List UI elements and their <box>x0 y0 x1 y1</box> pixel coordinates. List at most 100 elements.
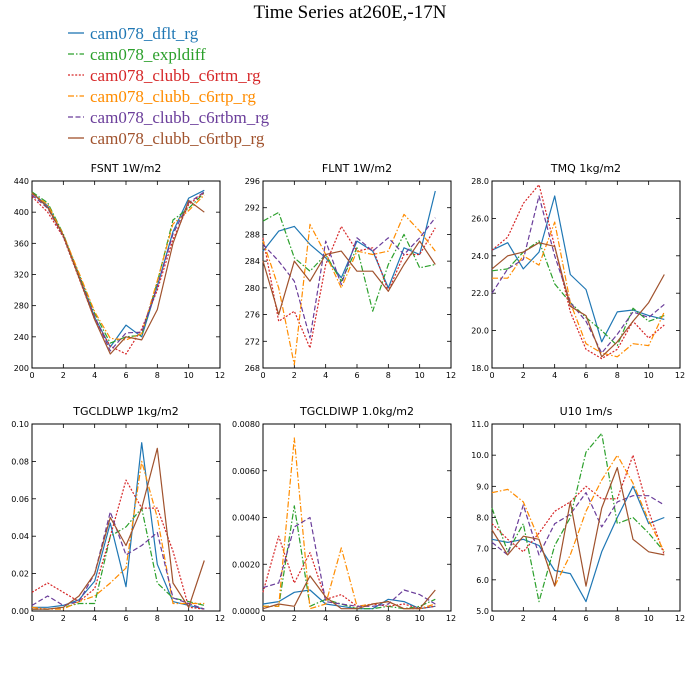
x-tick-label: 0 <box>260 614 265 623</box>
y-tick-label: 7.0 <box>476 545 489 554</box>
y-tick-label: 0.00 <box>11 607 29 616</box>
y-tick-label: 0.08 <box>11 457 29 466</box>
x-tick-label: 2 <box>292 371 297 380</box>
series-line-cam078_clubb_c6rtm_rg <box>262 535 436 610</box>
x-tick-label: 4 <box>92 371 97 380</box>
x-tick-label: 4 <box>92 614 97 623</box>
series-line-cam078_clubb_c6rtm_rg <box>262 225 436 349</box>
y-tick-label: 400 <box>14 208 29 217</box>
y-tick-label: 26.0 <box>471 214 489 223</box>
x-tick-label: 6 <box>123 371 128 380</box>
plot-frame <box>262 423 452 612</box>
series-line-cam078_clubb_c6rtm_rg <box>491 454 665 556</box>
legend-item: cam078_clubb_c6rtbm_rg <box>68 108 270 127</box>
y-tick-label: 240 <box>14 333 29 342</box>
x-tick-label: 8 <box>615 614 620 623</box>
series-line-cam078_clubb_c6rtp_rg <box>263 437 436 610</box>
x-tick-label: 12 <box>675 614 685 623</box>
y-tick-label: 0.0000 <box>232 607 260 616</box>
series-line-cam078_expldiff <box>32 507 205 610</box>
panel-title: TGCLDIWP 1.0kg/m2 <box>299 405 414 418</box>
y-tick-label: 0.04 <box>11 532 29 541</box>
x-tick-label: 12 <box>215 614 225 623</box>
legend-label: cam078_clubb_c6rtm_rg <box>90 66 261 85</box>
x-tick-label: 0 <box>489 371 494 380</box>
x-tick-label: 6 <box>583 614 588 623</box>
legend: cam078_dflt_rg cam078_expldiff cam078_cl… <box>68 24 270 148</box>
y-tick-label: 0.0060 <box>232 467 260 476</box>
legend-label: cam078_clubb_c6rtbp_rg <box>90 129 265 148</box>
y-tick-label: 276 <box>245 311 260 320</box>
legend-item: cam078_clubb_c6rtm_rg <box>68 66 261 85</box>
panel-title: FLNT 1W/m2 <box>322 162 392 175</box>
legend-label: cam078_dflt_rg <box>90 24 199 43</box>
y-tick-label: 5.0 <box>476 607 489 616</box>
x-tick-label: 12 <box>446 371 456 380</box>
x-tick-label: 6 <box>354 614 359 623</box>
panel-title: TMQ 1kg/m2 <box>550 162 621 175</box>
y-tick-label: 0.02 <box>11 570 29 579</box>
panel-title: U10 1m/s <box>560 405 613 418</box>
chart-panel: FLNT 1W/m2 0 2 4 6 8 10 12 268 272 276 280 284 288 292… <box>245 162 456 380</box>
x-tick-label: 0 <box>29 371 34 380</box>
y-tick-label: 200 <box>14 364 29 373</box>
y-tick-label: 320 <box>14 271 29 280</box>
series-line-cam078_clubb_c6rtp_rg <box>492 221 665 358</box>
legend-item: cam078_clubb_c6rtp_rg <box>68 87 256 106</box>
y-tick-label: 9.0 <box>476 482 489 491</box>
series-line-cam078_clubb_c6rtbm_rg <box>491 492 665 556</box>
y-tick-label: 0.0020 <box>232 560 260 569</box>
x-tick-label: 2 <box>61 371 66 380</box>
x-tick-label: 10 <box>184 371 194 380</box>
x-tick-label: 8 <box>155 371 160 380</box>
series-line-cam078_expldiff <box>31 191 205 344</box>
series-line-cam078_clubb_c6rtbp_rg <box>491 242 665 358</box>
x-tick-label: 4 <box>552 371 557 380</box>
x-tick-label: 0 <box>489 614 494 623</box>
series-line-cam078_clubb_c6rtm_rg <box>491 184 665 360</box>
series-line-cam078_dflt_rg <box>32 442 205 610</box>
series-line-cam078_clubb_c6rtbm_rg <box>262 516 436 607</box>
series-line-cam078_clubb_c6rtm_rg <box>31 479 205 610</box>
series-line-cam078_clubb_c6rtm_rg <box>31 192 205 355</box>
y-tick-label: 11.0 <box>471 420 489 429</box>
y-tick-label: 18.0 <box>471 364 489 373</box>
x-tick-label: 8 <box>386 614 391 623</box>
y-tick-label: 284 <box>245 257 260 266</box>
x-tick-label: 2 <box>521 614 526 623</box>
series-line-cam078_clubb_c6rtbm_rg <box>262 217 436 339</box>
x-tick-label: 10 <box>184 614 194 623</box>
y-tick-label: 296 <box>245 177 260 186</box>
y-tick-label: 8.0 <box>476 514 489 523</box>
x-tick-label: 8 <box>615 371 620 380</box>
series-line-cam078_clubb_c6rtbp_rg <box>491 467 665 587</box>
panels: FSNT 1W/m20 2 4 6 8 10 12200240280320360400440… <box>11 162 685 623</box>
chart-panel: FSNT 1W/m2 0 2 4 6 8 10 12 200 240 280 320 360 400 440 <box>14 162 225 380</box>
x-tick-label: 10 <box>415 614 425 623</box>
series-line-cam078_clubb_c6rtbm_rg <box>491 195 665 354</box>
series-line-cam078_clubb_c6rtp_rg <box>31 193 205 341</box>
chart-panel: TGCLDLWP 1kg/m2 0 2 4 6 8 10 12 0.00 0.02 0.04 0.06… <box>11 405 225 623</box>
x-tick-label: 4 <box>552 614 557 623</box>
chart-panel: TMQ 1kg/m2 0 2 4 6 8 10 12 18.0 20.0 22.0 24.0 26.0 2… <box>471 162 685 380</box>
y-tick-label: 280 <box>14 302 29 311</box>
series-line-cam078_dflt_rg <box>262 589 436 610</box>
x-tick-label: 6 <box>583 371 588 380</box>
x-tick-label: 2 <box>292 614 297 623</box>
x-tick-label: 6 <box>354 371 359 380</box>
chart-panel: U10 1m/s 0 2 4 6 8 10 12 5.0 6.0 7.0 8.0 9.0 10.0 11.0 <box>471 405 685 623</box>
panel-title: TGCLDLWP 1kg/m2 <box>72 405 178 418</box>
x-tick-label: 10 <box>415 371 425 380</box>
series-line-cam078_clubb_c6rtp_rg <box>31 460 205 610</box>
y-tick-label: 0.0040 <box>232 514 260 523</box>
x-tick-label: 4 <box>323 371 328 380</box>
y-tick-label: 288 <box>245 230 260 239</box>
y-tick-label: 10.0 <box>471 451 489 460</box>
series-line-cam078_expldiff <box>491 432 665 603</box>
y-tick-label: 24.0 <box>471 252 489 261</box>
series-line-cam078_expldiff <box>262 211 436 312</box>
series-line-cam078_clubb_c6rtbp_rg <box>262 240 436 316</box>
y-tick-label: 280 <box>245 284 260 293</box>
y-tick-label: 292 <box>245 204 260 213</box>
